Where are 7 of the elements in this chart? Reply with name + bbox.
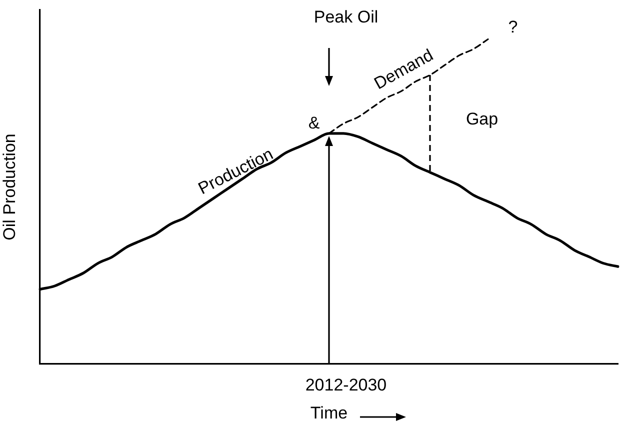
text: ? [508, 18, 518, 37]
annotation: & [308, 114, 320, 133]
text: Peak Oil [314, 8, 378, 27]
y-axis-title: Oil Production [0, 134, 19, 240]
x-axis-title: Time [310, 403, 348, 422]
text: 2012-2030 [305, 376, 387, 395]
annotation: Gap [466, 110, 498, 129]
